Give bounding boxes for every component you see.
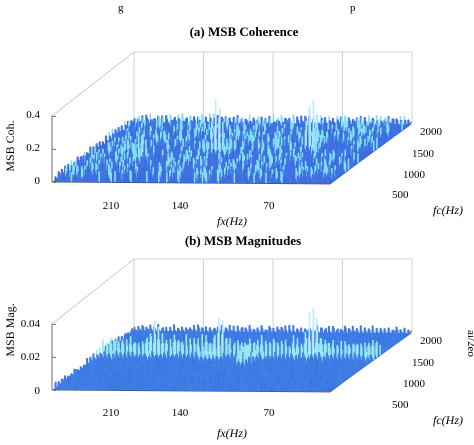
chart-title: (b) MSB Magnitudes xyxy=(185,233,301,248)
z-axis-label: MSB Mag. xyxy=(3,303,17,356)
y-axis-label: fc(Hz) xyxy=(433,413,463,427)
z-tick-label: 0 xyxy=(35,175,41,187)
z-tick-label: 0.2 xyxy=(26,142,40,154)
z-tick xyxy=(51,148,57,150)
y-tick-label: 1500 xyxy=(412,148,435,160)
z-tick-label: 0 xyxy=(35,385,41,397)
x-tick-label: 210 xyxy=(103,200,120,212)
surface-plot xyxy=(52,308,412,392)
z-tick xyxy=(51,323,57,325)
chart-title: (a) MSB Coherence xyxy=(190,24,299,39)
cropped-side-text: ai/2eo xyxy=(465,330,474,357)
x-tick-label: 210 xyxy=(103,407,120,419)
frame-edge xyxy=(51,258,135,325)
y-tick-label: 500 xyxy=(392,399,409,411)
y-tick-label: 2000 xyxy=(420,335,443,347)
panel-msb-magnitudes: (b) MSB Magnitudes MSB Mag. fx(Hz) fc(Hz… xyxy=(3,233,463,440)
cropped-top-text-right: p xyxy=(350,2,356,14)
x-tick-label: 140 xyxy=(172,200,189,212)
panel-msb-coherence: (a) MSB Coherence MSB Coh. fx(Hz) fc(Hz)… xyxy=(3,24,463,228)
x-axis-label: fx(Hz) xyxy=(217,426,247,440)
z-tick xyxy=(51,115,57,117)
y-tick-label: 2000 xyxy=(420,126,443,138)
z-tick xyxy=(51,356,57,358)
surface-plot xyxy=(52,99,412,184)
x-axis-label: fx(Hz) xyxy=(217,214,247,228)
z-tick-label: 0.04 xyxy=(21,318,41,330)
y-tick-label: 500 xyxy=(392,189,409,201)
z-tick-label: 0.4 xyxy=(26,109,40,121)
x-tick-label: 70 xyxy=(264,200,276,212)
z-axis-label: MSB Coh. xyxy=(3,120,17,171)
y-tick-label: 1500 xyxy=(412,357,435,369)
x-tick-label: 70 xyxy=(264,407,276,419)
y-axis-label: fc(Hz) xyxy=(433,203,463,217)
frame-edge xyxy=(51,51,135,117)
y-tick-label: 1000 xyxy=(403,378,426,390)
z-tick-label: 0.02 xyxy=(21,351,40,363)
x-tick-label: 140 xyxy=(172,407,189,419)
cropped-top-text: g xyxy=(118,2,124,14)
y-tick-label: 1000 xyxy=(403,169,426,181)
